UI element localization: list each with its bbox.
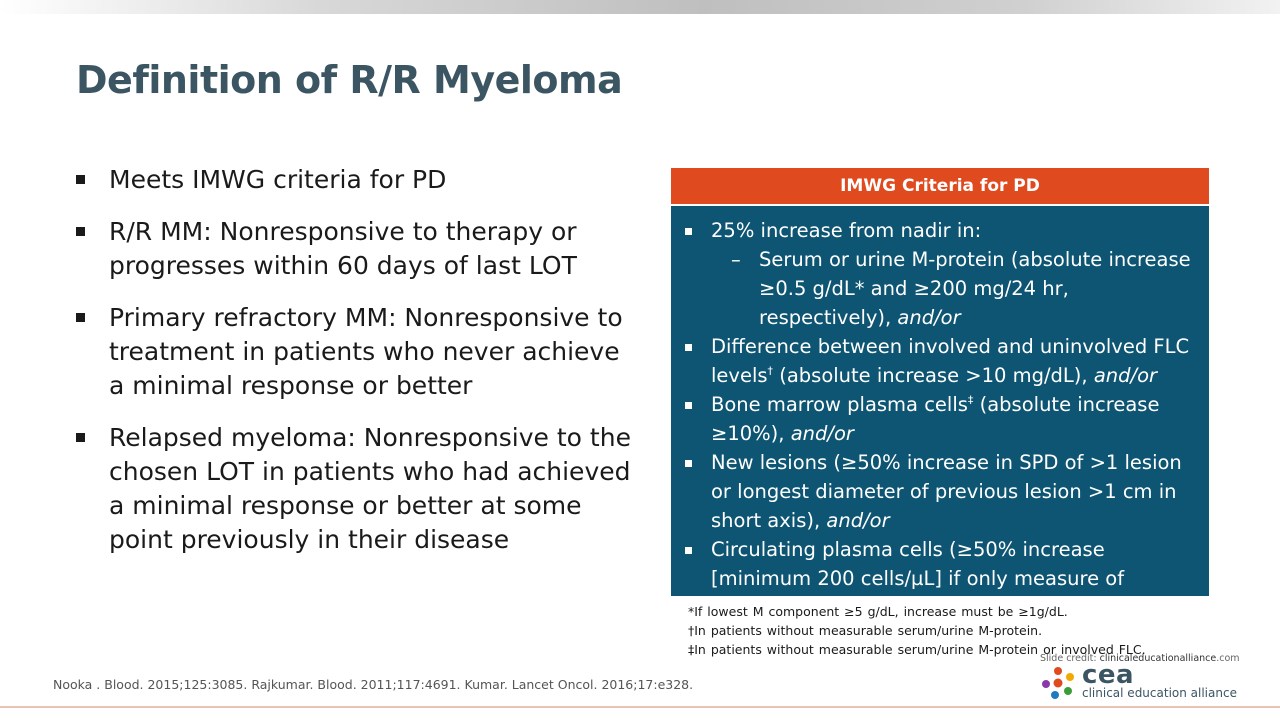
criteria-andor: and/or bbox=[826, 509, 890, 532]
logo-tagline: clinical education alliance bbox=[1082, 686, 1237, 700]
criteria-text-cont: (absolute increase >10 mg/dL), bbox=[773, 364, 1094, 387]
credit-site: clinicaleducationalliance bbox=[1099, 653, 1217, 664]
criteria-text: Difference between involved and uninvolv… bbox=[711, 335, 1190, 387]
footnote: *If lowest M component ≥5 g/dL, increase… bbox=[688, 604, 1068, 619]
slide-credit: Slide credit: clinicaleducationalliance.… bbox=[1040, 653, 1240, 664]
double-dagger-mark: ‡ bbox=[967, 393, 974, 407]
criteria-sub-list: – Serum or urine M-protein (absolute inc… bbox=[731, 245, 1199, 332]
square-bullet-icon bbox=[685, 344, 692, 351]
bullet-item: Primary refractory MM: Nonresponsive to … bbox=[76, 301, 636, 403]
footnote: †In patients without measurable serum/ur… bbox=[688, 623, 1043, 638]
criteria-text: Circulating plasma cells (≥50% increase … bbox=[711, 538, 1125, 619]
bullet-text: R/R MM: Nonresponsive to therapy or prog… bbox=[109, 217, 577, 280]
criteria-text: New lesions (≥50% increase in SPD of >1 … bbox=[711, 451, 1182, 532]
square-bullet-icon bbox=[76, 313, 85, 322]
criteria-item: 25% increase from nadir in: – Serum or u… bbox=[683, 216, 1199, 332]
bottom-divider bbox=[0, 706, 1280, 708]
references: Nooka . Blood. 2015;125:3085. Rajkumar. … bbox=[53, 677, 694, 692]
square-bullet-icon bbox=[76, 227, 85, 236]
criteria-andor: and/or bbox=[1093, 364, 1158, 387]
cea-logo: cea clinical education alliance bbox=[1040, 660, 1240, 704]
square-bullet-icon bbox=[685, 460, 692, 467]
criteria-item: Difference between involved and uninvolv… bbox=[683, 332, 1199, 390]
criteria-text-cont: (absolute increase ≥10%), bbox=[711, 393, 1160, 445]
criteria-item: Circulating plasma cells (≥50% increase … bbox=[683, 535, 1199, 622]
credit-label: Slide credit: bbox=[1040, 653, 1100, 664]
criteria-item: New lesions (≥50% increase in SPD of >1 … bbox=[683, 448, 1199, 535]
square-bullet-icon bbox=[685, 402, 692, 409]
criteria-sub-item: – Serum or urine M-protein (absolute inc… bbox=[731, 245, 1199, 332]
criteria-body: 25% increase from nadir in: – Serum or u… bbox=[671, 206, 1209, 619]
criteria-andor: and/or bbox=[790, 422, 854, 445]
criteria-header: IMWG Criteria for PD bbox=[671, 168, 1209, 206]
bullet-list: Meets IMWG criteria for PD R/R MM: Nonre… bbox=[76, 163, 636, 575]
square-bullet-icon bbox=[76, 175, 85, 184]
footnotes: *If lowest M component ≥5 g/dL, increase… bbox=[688, 602, 1208, 659]
bullet-item: R/R MM: Nonresponsive to therapy or prog… bbox=[76, 215, 636, 283]
top-gradient-bar bbox=[0, 0, 1280, 14]
criteria-andor: and/or bbox=[897, 306, 961, 329]
bullet-text: Primary refractory MM: Nonresponsive to … bbox=[109, 303, 623, 400]
square-bullet-icon bbox=[685, 547, 692, 554]
criteria-text: Bone marrow plasma cells bbox=[711, 393, 968, 416]
footnote: ‡In patients without measurable serum/ur… bbox=[688, 642, 1146, 657]
bullet-item: Meets IMWG criteria for PD bbox=[76, 163, 636, 197]
criteria-list: 25% increase from nadir in: – Serum or u… bbox=[683, 216, 1199, 622]
criteria-text: 25% increase from nadir in: bbox=[711, 219, 982, 242]
criteria-item: Bone marrow plasma cells‡ (absolute incr… bbox=[683, 390, 1199, 448]
slide-title: Definition of R/R Myeloma bbox=[76, 58, 623, 102]
square-bullet-icon bbox=[685, 228, 692, 235]
bullet-text: Meets IMWG criteria for PD bbox=[109, 165, 447, 194]
square-bullet-icon bbox=[76, 433, 85, 442]
credit-tld: .com bbox=[1216, 653, 1240, 664]
criteria-sub-text: Serum or urine M-protein (absolute incre… bbox=[759, 248, 1191, 329]
dagger-mark: † bbox=[767, 364, 774, 378]
bullet-text: Relapsed myeloma: Nonresponsive to the c… bbox=[109, 423, 631, 554]
dash-bullet-icon: – bbox=[731, 248, 741, 271]
imwg-criteria-box: IMWG Criteria for PD 25% increase from n… bbox=[671, 168, 1209, 619]
logo-name: cea bbox=[1082, 660, 1135, 690]
cea-logo-icon bbox=[1042, 667, 1074, 699]
bullet-item: Relapsed myeloma: Nonresponsive to the c… bbox=[76, 421, 636, 557]
